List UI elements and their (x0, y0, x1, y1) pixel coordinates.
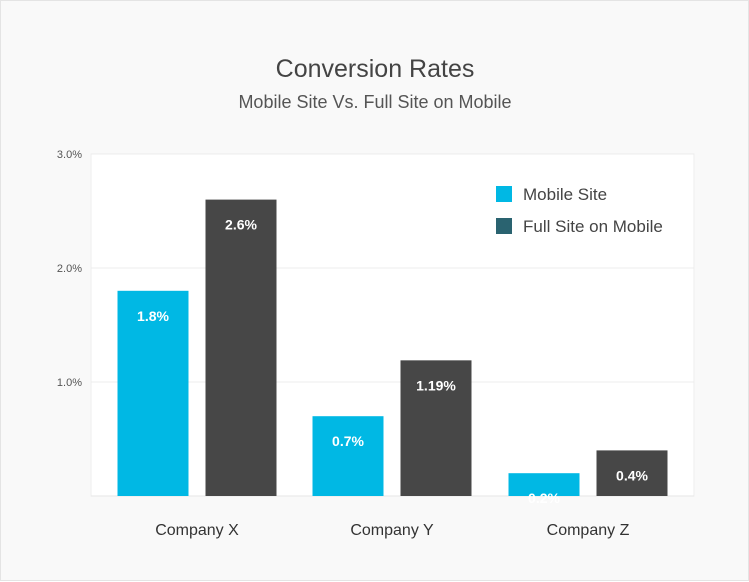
x-category-label: Company Z (547, 522, 630, 539)
bar-mobile-site-1 (117, 290, 189, 496)
legend-swatch-2 (496, 218, 512, 234)
bar-value-label: 0.4% (616, 467, 648, 483)
x-category-label: Company Y (350, 522, 434, 539)
bar-full-site-3 (596, 450, 668, 496)
bar-value-label: 1.8% (137, 308, 169, 324)
legend-label: Mobile Site (523, 185, 607, 204)
y-tick-label: 3.0% (57, 149, 82, 161)
bar-value-label: 2.6% (225, 217, 257, 233)
bar-full-site-1 (205, 199, 277, 496)
bar-value-label: 0.7% (332, 433, 364, 449)
y-tick-label: 1.0% (57, 377, 82, 389)
bar-value-label: 1.19% (416, 377, 456, 393)
plot-area: 1.0% 2.0% 3.0% 1.8% 2.6% Company X 0.7% 1.19% Co… (57, 149, 695, 539)
bar-mobile-site-2 (312, 416, 384, 496)
plot-background (90, 153, 695, 497)
y-tick-label: 2.0% (57, 263, 82, 275)
bar-mobile-site-3 (508, 473, 580, 496)
chart-subtitle: Mobile Site Vs. Full Site on Mobile (238, 92, 511, 112)
legend-label: Full Site on Mobile (523, 217, 663, 236)
legend-swatch-1 (496, 186, 512, 202)
x-category-label: Company X (155, 522, 239, 539)
chart-title: Conversion Rates (276, 55, 475, 83)
bar-value-label: 0.2% (528, 490, 560, 506)
bar-full-site-2 (400, 360, 472, 496)
